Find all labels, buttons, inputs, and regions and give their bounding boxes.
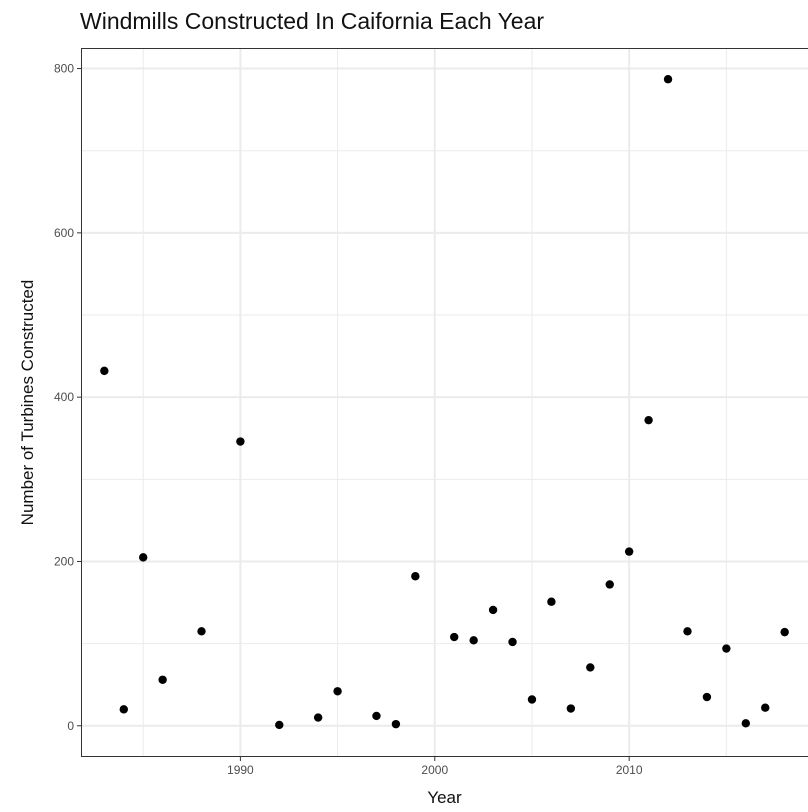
axis-ticks: 0 200 400 600 800 1990 2000 2010	[54, 62, 643, 777]
data-point	[450, 632, 459, 642]
x-tick-label: 2000	[421, 763, 448, 777]
data-point	[566, 704, 576, 713]
y-tick-label: 0	[67, 719, 74, 733]
data-points	[100, 75, 789, 730]
grid-lines	[81, 48, 808, 757]
data-point	[780, 627, 789, 637]
data-point	[139, 553, 148, 562]
data-point	[100, 366, 109, 376]
data-point	[333, 687, 342, 696]
y-tick-label: 600	[54, 226, 74, 240]
data-point	[624, 547, 634, 556]
data-point	[236, 437, 245, 446]
data-point	[275, 720, 284, 730]
x-tick-label: 2010	[616, 763, 643, 777]
data-point	[488, 605, 498, 615]
plot-panel	[81, 48, 808, 757]
y-tick-label: 200	[54, 554, 74, 568]
data-point	[508, 637, 517, 647]
data-point	[469, 636, 478, 645]
data-point	[372, 711, 381, 721]
data-point	[741, 719, 750, 728]
chart-title: Windmills Constructed In Caifornia Each …	[80, 8, 545, 34]
data-point	[391, 719, 401, 729]
data-point	[683, 627, 692, 636]
y-tick-label: 400	[54, 390, 74, 404]
data-point	[644, 415, 653, 425]
x-tick-label: 1990	[227, 763, 254, 777]
data-point	[197, 627, 206, 636]
y-tick-label: 800	[54, 62, 74, 76]
data-point	[586, 663, 595, 672]
x-axis-title: Year	[427, 788, 462, 807]
data-point	[527, 695, 537, 704]
data-point	[722, 644, 731, 653]
data-point	[411, 572, 420, 581]
data-point	[605, 580, 614, 589]
data-point	[119, 705, 128, 714]
data-point	[158, 675, 167, 684]
data-point	[761, 703, 770, 712]
y-axis-title: Number of Turbines Constructed	[18, 280, 37, 526]
data-point	[313, 713, 323, 722]
data-point	[663, 75, 673, 84]
data-point	[702, 692, 712, 702]
data-point	[547, 597, 556, 606]
